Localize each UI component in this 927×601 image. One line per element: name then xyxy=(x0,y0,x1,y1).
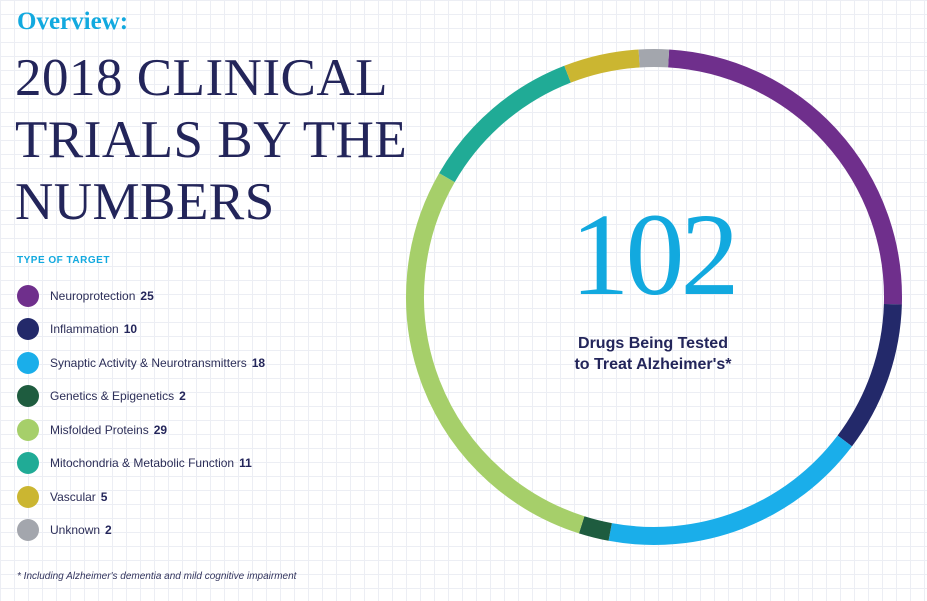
donut-segment-inflammation xyxy=(837,303,902,447)
legend: Neuroprotection 25 Inflammation 10 Synapti… xyxy=(17,279,265,547)
donut-segment-synaptic-activity-neurotransmitters xyxy=(608,435,852,545)
legend-count: 10 xyxy=(123,322,138,337)
footnote: * Including Alzheimer's dementia and mil… xyxy=(17,571,297,582)
donut-segment-genetics-epigenetics xyxy=(578,516,612,541)
legend-swatch xyxy=(17,485,39,508)
legend-label: Inflammation xyxy=(50,322,119,337)
legend-count: 18 xyxy=(251,355,266,370)
legend-item: Synaptic Activity & Neurotransmitters 18 xyxy=(17,346,265,380)
legend-swatch xyxy=(17,385,39,408)
legend-count: 29 xyxy=(153,422,168,437)
legend-label: Unknown xyxy=(50,523,101,538)
donut-segment-mitochondria-metabolic-function xyxy=(439,65,571,183)
legend-label: Misfolded Proteins xyxy=(50,422,149,437)
legend-swatch xyxy=(17,452,39,475)
legend-count: 11 xyxy=(239,456,252,471)
title-line: NUMBERS xyxy=(15,173,275,231)
legend-label: Neuroprotection xyxy=(50,288,136,303)
legend-label: Vascular xyxy=(50,489,96,504)
title-line: TRIALS BY THE xyxy=(15,111,408,169)
donut-segment-vascular xyxy=(564,49,640,83)
legend-swatch xyxy=(17,418,39,441)
legend-count: 25 xyxy=(140,288,154,303)
legend-swatch xyxy=(17,284,39,307)
center-caption-line: to Treat Alzheimer's* xyxy=(574,356,732,373)
legend-item: Vascular 5 xyxy=(17,480,265,514)
legend-swatch xyxy=(17,519,39,542)
center-caption: Drugs Being Tested to Treat Alzheimer's* xyxy=(523,333,783,375)
legend-label: Genetics & Epigenetics xyxy=(50,389,175,404)
legend-label: Synaptic Activity & Neurotransmitters xyxy=(50,355,247,370)
legend-item: Misfolded Proteins 29 xyxy=(17,413,265,447)
donut-segment-neuroprotection xyxy=(668,49,902,305)
title-line: 2018 CLINICAL xyxy=(15,49,389,107)
legend-label: Mitochondria & Metabolic Function xyxy=(50,456,235,471)
legend-count: 5 xyxy=(100,489,108,504)
donut-segment-misfolded-proteins xyxy=(406,173,585,534)
legend-swatch xyxy=(17,318,39,341)
center-caption-line: Drugs Being Tested xyxy=(578,335,728,352)
total-number: 102 xyxy=(570,189,740,320)
legend-item: Unknown 2 xyxy=(17,514,265,548)
page-title: 2018 CLINICAL TRIALS BY THE NUMBERS xyxy=(15,47,415,233)
legend-count: 2 xyxy=(179,389,186,404)
legend-title: TYPE OF TARGET xyxy=(17,255,110,266)
legend-item: Genetics & Epigenetics 2 xyxy=(17,380,265,414)
legend-item: Inflammation 10 xyxy=(17,313,265,347)
overview-label: Overview: xyxy=(17,8,129,35)
legend-item: Mitochondria & Metabolic Function 11 xyxy=(17,447,265,481)
legend-item: Neuroprotection 25 xyxy=(17,279,265,313)
legend-swatch xyxy=(17,351,39,374)
legend-count: 2 xyxy=(105,523,112,538)
